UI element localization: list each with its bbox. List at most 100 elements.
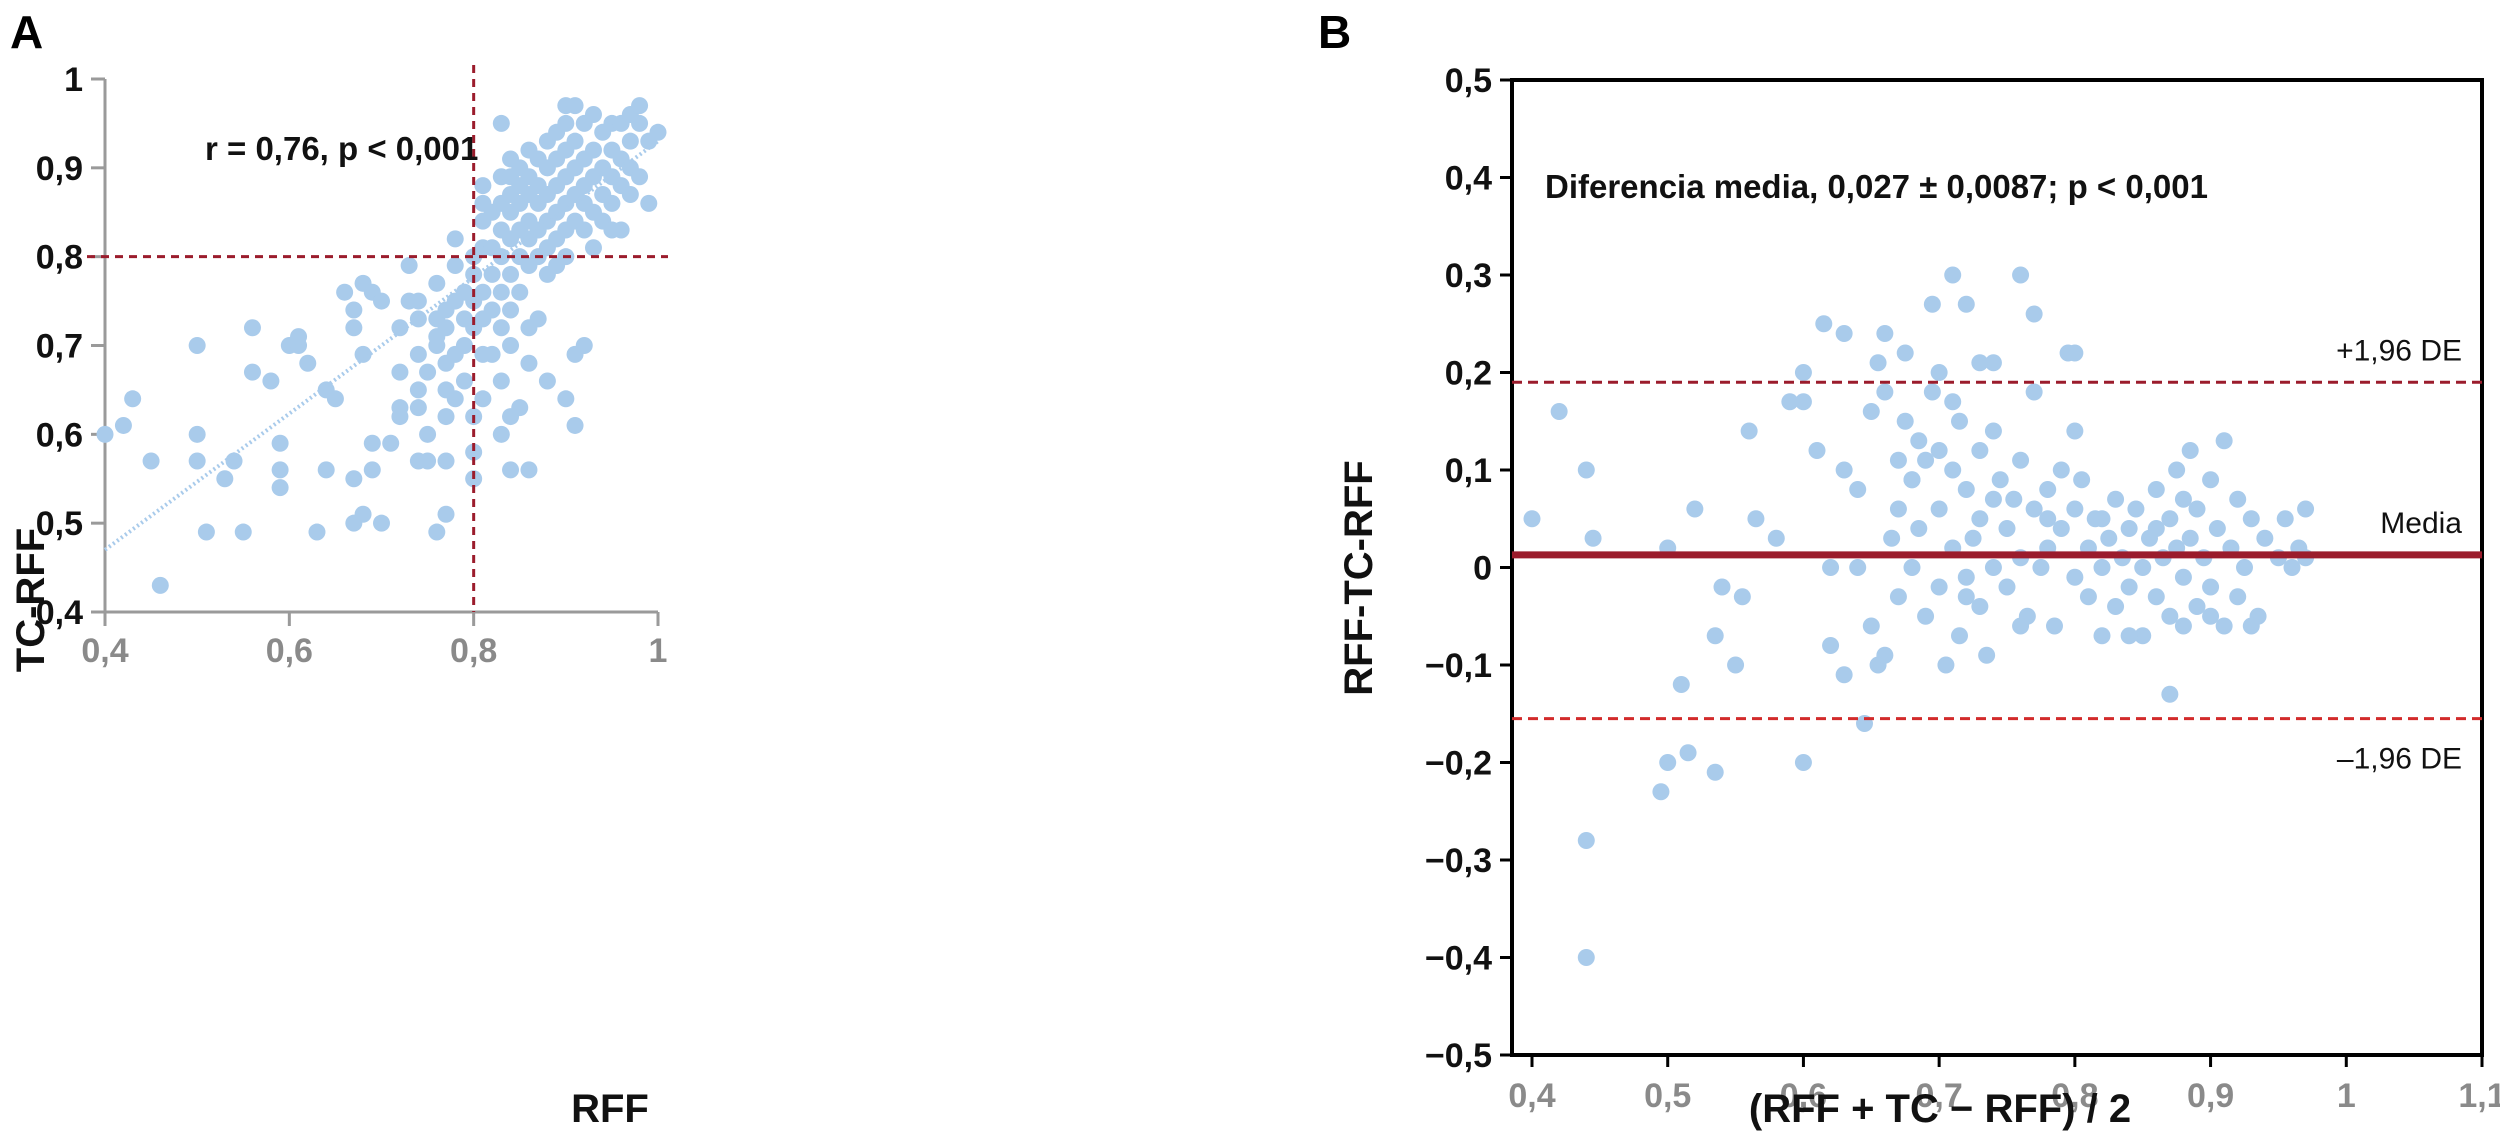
panel-b-data-point [2005, 490, 2023, 508]
panel-b-data-point [2147, 588, 2165, 606]
panel-b-data-point [1951, 412, 1968, 430]
panel-b-data-point [1794, 393, 1812, 411]
panel-b-data-point [1584, 529, 1602, 547]
panel-a-data-point [446, 230, 464, 248]
panel-b-x-tick-label: 0,5 [1644, 1077, 1691, 1115]
panel-a-data-point [428, 523, 446, 541]
panel-a-data-point [465, 443, 483, 461]
panel-b-y-tick-label: −0,3 [1425, 842, 1492, 880]
panel-a-data-point [621, 132, 639, 150]
panel-b-data-point [1984, 559, 2002, 576]
panel-b-data-point [1903, 471, 1921, 489]
panel-b-data-point [1910, 520, 1928, 537]
panel-a-data-point [492, 114, 510, 132]
panel-a-data-point [455, 372, 473, 390]
panel-b-data-point [1917, 607, 1935, 625]
panel-b-y-tick-label: 0,2 [1445, 355, 1492, 393]
panel-b-data-point [1652, 783, 1670, 801]
panel-a-data-point [465, 265, 483, 283]
panel-a-data-point [234, 523, 252, 541]
panel-a-data-point [511, 283, 529, 301]
panel-a-data-point [437, 505, 455, 523]
panel-b-data-point [2229, 588, 2247, 606]
panel-b-data-point [1930, 364, 1948, 381]
panel-a-data-point [345, 470, 363, 488]
panel-b-data-point [2052, 461, 2070, 479]
panel-a-data-point [271, 461, 289, 479]
panel-b-data-point [2208, 520, 2226, 537]
panel-a-data-point [299, 354, 317, 372]
panel-b-data-point [1822, 559, 1840, 576]
panel-b-data-point [1910, 432, 1928, 450]
panel-a-data-point [373, 292, 390, 310]
panel-b-data-point [1862, 403, 1880, 420]
panel-a-data-point [474, 390, 492, 408]
panel-b-data-point [2127, 500, 2145, 518]
panel-b-data-point [1883, 529, 1901, 547]
panel-b-data-point [1889, 451, 1907, 469]
panel-b-data-point [1672, 676, 1690, 693]
panel-a-y-tick-label: 0,7 [36, 328, 83, 366]
panel-b-data-point [1550, 403, 1568, 420]
panel-b-data-point [2012, 617, 2030, 635]
panel-b-data-point [2134, 627, 2152, 645]
panel-a-data-point [114, 416, 132, 434]
panel-b-data-point [2174, 568, 2192, 586]
panel-a-data-point [474, 283, 492, 301]
panel-a-chart: 0,4 0,5 0,6 0,7 0,8 0,9 1 0,4 0,6 0,8 1 [36, 61, 668, 670]
panel-b-data-point [2242, 617, 2260, 635]
panel-a-y-tick-label: 0,8 [36, 239, 83, 277]
panel-b-x-tick-label: 0,4 [1508, 1077, 1555, 1115]
panel-b-data-point [1835, 666, 1853, 684]
panel-b-data-point [1984, 422, 2002, 440]
panel-a-data-point [345, 319, 363, 337]
panel-b-y-tick-label: −0,1 [1425, 647, 1492, 685]
panel-b-data-point [1978, 646, 1996, 664]
panel-a-data-point [474, 177, 492, 195]
panel-b-data-point [1523, 510, 1541, 528]
panel-a-data-point [640, 194, 658, 212]
panel-b-data-point [2120, 627, 2138, 645]
panel-a-y-tick-label: 0,5 [36, 505, 83, 543]
panel-b-data-point [1984, 490, 2002, 508]
panel-a-data-point [511, 399, 529, 417]
panel-b-data-point [2161, 607, 2179, 625]
panel-b-x-axis-title: (RFF + TC − RFF) / 2 [1749, 1087, 2131, 1131]
panel-b-y-tick-label: 0,3 [1445, 257, 1492, 295]
panel-b-data-point [2297, 500, 2315, 518]
panel-a-data-point [290, 328, 308, 346]
panel-b-x-tick-label: 0,8 [2051, 1077, 2098, 1115]
panel-a-data-point [400, 257, 418, 275]
panel-b-upper-limit-label: +1,96 DE [2336, 334, 2462, 367]
panel-b-data-point [1849, 559, 1867, 576]
panel-a-data-point [566, 97, 584, 115]
panel-b-data-point [1903, 559, 1921, 576]
panel-b-data-point [1713, 578, 1731, 596]
panel-a-data-point [631, 168, 649, 186]
panel-b-data-point [2161, 685, 2179, 703]
panel-b-y-tick-label: −0,5 [1425, 1037, 1492, 1075]
panel-a-data-point [428, 274, 446, 292]
panel-a-data-point [483, 345, 501, 363]
panel-a-data-point [566, 132, 584, 150]
panel-a-data-point [409, 399, 427, 417]
panel-b-data-point [1917, 451, 1935, 469]
panel-b-letter: B [1318, 6, 1351, 58]
panel-b-data-point [1971, 510, 1989, 528]
panel-b-y-tick-label: −0,2 [1425, 745, 1492, 783]
panel-b-data-point [2181, 442, 2199, 459]
panel-b-data-point [1781, 393, 1799, 411]
panel-b-data-point [1849, 481, 1867, 498]
panel-a-data-point [437, 319, 455, 337]
panel-a-x-tick-label: 1 [649, 632, 668, 670]
panel-a-data-point [437, 452, 455, 470]
panel-a-data-point [621, 185, 639, 203]
panel-a-data-point [96, 425, 114, 443]
panel-a-x-axis-title: RFF [571, 1087, 649, 1131]
panel-a-y-tick-label: 0,9 [36, 150, 83, 188]
panel-a-data-point [345, 301, 363, 319]
panel-b-data-point [1944, 393, 1962, 411]
panel-a-data-point [243, 319, 261, 337]
panel-b-mean-difference-annotation: Diferencia media, 0,027 ± 0,0087; p < 0,… [1545, 168, 2208, 205]
panel-a-data-point [262, 372, 280, 390]
